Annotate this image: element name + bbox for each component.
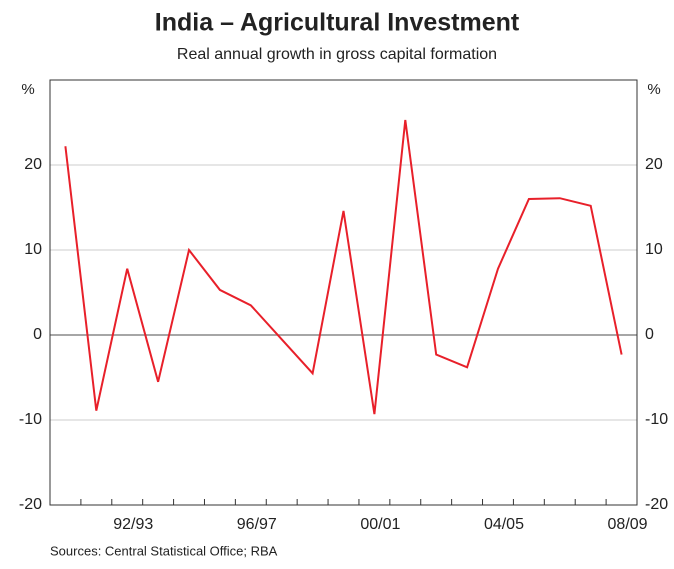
plot-frame	[49, 79, 638, 506]
y-tick-label-right: 20	[645, 156, 663, 173]
y-tick-label-right: 10	[645, 241, 663, 258]
x-tick-label: 04/05	[484, 516, 524, 533]
x-tick-label: 00/01	[360, 516, 400, 533]
y-unit-left: %	[21, 81, 34, 98]
x-tick-label: 96/97	[237, 516, 277, 533]
y-tick-label: -10	[19, 411, 42, 428]
source-note: Sources: Central Statistical Office; RBA	[50, 543, 278, 558]
chart-title: India – Agricultural Investment	[155, 9, 520, 37]
y-tick-label-right: -10	[645, 411, 668, 428]
x-tick-label: 92/93	[113, 516, 153, 533]
y-tick-label-right: 0	[645, 326, 654, 343]
x-tick-label: 08/09	[608, 516, 648, 533]
y-unit-right: %	[647, 81, 660, 98]
y-tick-label-right: -20	[645, 496, 668, 513]
data-line	[64, 119, 623, 415]
chart-subtitle: Real annual growth in gross capital form…	[177, 46, 497, 63]
y-tick-label: 0	[33, 326, 42, 343]
y-tick-label: 20	[24, 156, 42, 173]
y-tick-label: -20	[19, 496, 42, 513]
y-tick-label: 10	[24, 241, 42, 258]
